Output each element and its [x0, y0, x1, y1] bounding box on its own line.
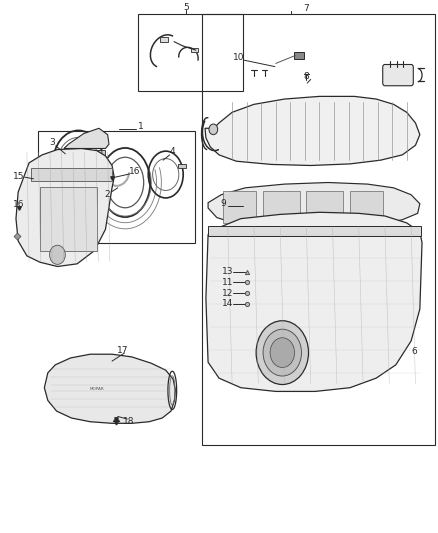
Circle shape — [270, 338, 294, 368]
Bar — [178, 164, 186, 168]
Polygon shape — [205, 96, 420, 165]
Bar — [38, 131, 195, 243]
Text: 17: 17 — [117, 346, 129, 355]
Text: 14: 14 — [222, 299, 233, 308]
Text: 7: 7 — [304, 4, 309, 13]
Circle shape — [263, 329, 301, 376]
Text: 18: 18 — [123, 417, 134, 426]
Polygon shape — [206, 212, 422, 391]
Bar — [350, 191, 383, 223]
Text: 13: 13 — [222, 268, 233, 276]
Bar — [294, 52, 304, 59]
Bar — [223, 191, 256, 223]
Text: 3: 3 — [49, 138, 55, 147]
Text: 6: 6 — [412, 347, 417, 356]
Text: MOPAR: MOPAR — [89, 387, 104, 391]
Bar — [40, 187, 97, 251]
Text: 9: 9 — [220, 199, 226, 208]
Bar — [191, 48, 198, 52]
Text: 10: 10 — [233, 53, 244, 62]
Text: 2: 2 — [105, 190, 110, 199]
Text: 8: 8 — [304, 71, 309, 80]
Bar — [201, 14, 435, 445]
Text: 5: 5 — [184, 3, 189, 12]
Bar — [263, 191, 300, 223]
Bar — [31, 168, 112, 181]
Polygon shape — [64, 128, 109, 149]
Bar — [306, 191, 343, 223]
Bar — [208, 226, 421, 236]
Text: 12: 12 — [222, 288, 233, 297]
Text: 1: 1 — [138, 122, 143, 131]
Bar — [160, 37, 168, 42]
Text: 11: 11 — [222, 278, 233, 287]
Circle shape — [256, 321, 308, 384]
Polygon shape — [208, 182, 420, 228]
Text: 16: 16 — [129, 167, 141, 176]
Text: 16: 16 — [13, 200, 25, 209]
Bar — [96, 150, 105, 155]
FancyBboxPatch shape — [383, 64, 413, 86]
Polygon shape — [44, 354, 175, 423]
Bar — [138, 14, 243, 91]
Polygon shape — [16, 149, 114, 266]
Circle shape — [209, 124, 218, 135]
Circle shape — [49, 245, 65, 264]
Text: 15: 15 — [13, 172, 25, 181]
Text: 4: 4 — [170, 147, 175, 156]
